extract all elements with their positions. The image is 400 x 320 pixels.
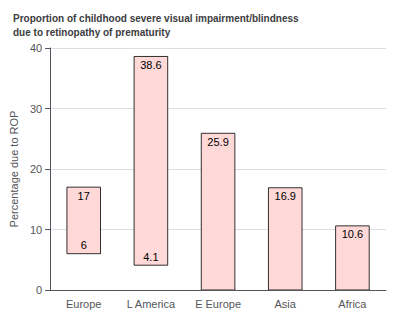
svg-text:Africa: Africa (338, 298, 367, 310)
svg-text:Asia: Asia (275, 298, 297, 310)
svg-text:Europe: Europe (66, 298, 101, 310)
svg-text:due to retinopathy of prematur: due to retinopathy of prematurity (13, 27, 171, 38)
svg-text:30: 30 (30, 103, 42, 115)
svg-text:Proportion of childhood severe: Proportion of childhood severe visual im… (13, 13, 299, 24)
svg-text:0: 0 (36, 284, 42, 296)
svg-text:17: 17 (78, 190, 90, 202)
svg-text:6: 6 (81, 239, 87, 251)
svg-text:E Europe: E Europe (195, 298, 241, 310)
svg-text:L America: L America (127, 298, 176, 310)
svg-text:10: 10 (30, 224, 42, 236)
svg-text:38.6: 38.6 (140, 59, 161, 71)
svg-text:4.1: 4.1 (143, 251, 158, 263)
svg-text:10.6: 10.6 (342, 228, 363, 240)
svg-text:16.9: 16.9 (275, 190, 296, 202)
svg-text:Percentage due to ROP: Percentage due to ROP (8, 111, 20, 228)
svg-text:20: 20 (30, 163, 42, 175)
svg-text:40: 40 (30, 42, 42, 54)
svg-text:25.9: 25.9 (207, 136, 228, 148)
